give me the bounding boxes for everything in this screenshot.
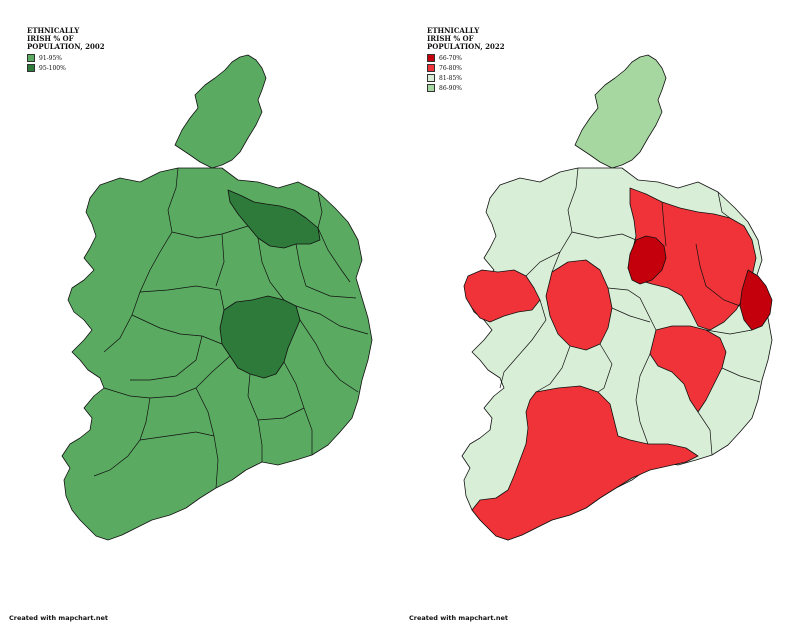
legend-label: 91-95% <box>39 54 62 62</box>
legend-title-line: POPULATION, 2002 <box>27 42 105 51</box>
ireland-mainland-2002 <box>61 167 373 541</box>
ireland-map-2002 <box>61 54 373 541</box>
legend-label: 76-80% <box>439 64 462 72</box>
legend-item: 95-100% <box>27 63 117 73</box>
county-cavan[interactable] <box>227 189 321 249</box>
legend-title-line: IRISH % OF <box>427 34 474 43</box>
legend-title-line: IRISH % OF <box>27 34 74 43</box>
map-panel-2022: ETHNICALLY IRISH % OF POPULATION, 2022 6… <box>400 0 800 625</box>
county-borders-2002 <box>93 167 369 489</box>
legend-label: 66-70% <box>439 54 462 62</box>
legend-title-line: ETHNICALLY <box>427 26 480 35</box>
legend-title-line: ETHNICALLY <box>27 26 80 35</box>
ireland-map-2022 <box>461 54 773 541</box>
legend-swatch <box>427 74 435 82</box>
county-donegal[interactable] <box>574 54 667 169</box>
legend-2002: ETHNICALLY IRISH % OF POPULATION, 2002 9… <box>27 27 117 73</box>
county-dublin[interactable] <box>739 269 773 331</box>
legend-label: 86-90% <box>439 84 462 92</box>
legend-swatch <box>427 84 435 92</box>
legend-swatch <box>427 54 435 62</box>
legend-item: 81-85% <box>427 73 517 83</box>
county-borders-2022 <box>499 167 761 456</box>
county-donegal[interactable] <box>174 54 267 169</box>
legend-swatch <box>27 54 35 62</box>
credit-text[interactable]: Created with mapchart.net <box>9 614 109 622</box>
legend-item: 66-70% <box>427 53 517 63</box>
legend-item: 86-90% <box>427 83 517 93</box>
legend-label: 81-85% <box>439 74 462 82</box>
county-offaly-laois[interactable] <box>219 295 301 379</box>
legend-item: 76-80% <box>427 63 517 73</box>
county-longford[interactable] <box>627 235 667 285</box>
legend-title-line: POPULATION, 2022 <box>427 42 505 51</box>
county-roscommon[interactable] <box>545 259 613 351</box>
county-kildare-laois[interactable] <box>649 325 727 413</box>
legend-swatch <box>27 64 35 72</box>
legend-title: ETHNICALLY IRISH % OF POPULATION, 2022 <box>427 27 517 51</box>
map-panel-2002: ETHNICALLY IRISH % OF POPULATION, 2002 9… <box>9 27 373 622</box>
county-cork-kerry[interactable] <box>471 385 699 541</box>
credit-text[interactable]: Created with mapchart.net <box>409 614 509 622</box>
legend-2022: ETHNICALLY IRISH % OF POPULATION, 2022 6… <box>427 27 517 93</box>
legend-label: 95-100% <box>39 64 66 72</box>
legend-item: 91-95% <box>27 53 117 63</box>
legend-title: ETHNICALLY IRISH % OF POPULATION, 2002 <box>27 27 117 51</box>
legend-swatch <box>427 64 435 72</box>
county-galway-west[interactable] <box>463 269 541 323</box>
